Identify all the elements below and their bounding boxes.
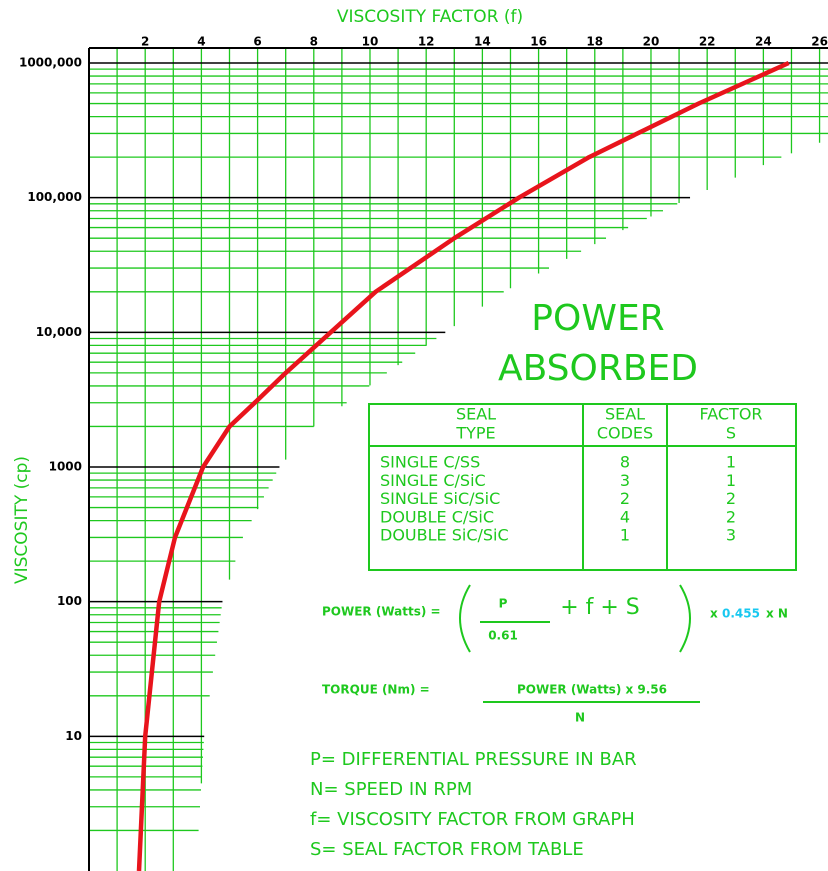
formula-den: 0.61	[488, 629, 518, 643]
x-tick-label: 20	[643, 35, 660, 49]
curve-layer	[136, 60, 790, 871]
torque-num: POWER (Watts) x 9.56	[517, 683, 667, 697]
table-cell: 2	[726, 507, 736, 526]
y-tick-label: 100,000	[27, 190, 82, 204]
y-tick-label: 1000,000	[19, 56, 82, 70]
x-axis-title: VISCOSITY FACTOR (f)	[337, 7, 523, 27]
curve	[136, 60, 790, 871]
table-header: TYPE	[455, 424, 495, 443]
formula-constant: 0.455	[722, 607, 760, 621]
table-cell: 4	[620, 507, 630, 526]
y-tick-label: 100	[57, 594, 82, 608]
y-axis-title: VISCOSITY (cp)	[12, 456, 32, 584]
note: S= SEAL FACTOR FROM TABLE	[310, 839, 584, 860]
formula-times: x N	[766, 607, 788, 621]
torque-den: N	[575, 711, 585, 725]
table-header: SEAL	[456, 405, 496, 424]
x-tick-label: 22	[699, 35, 716, 49]
table-header: CODES	[597, 424, 653, 443]
table-header: SEAL	[605, 405, 645, 424]
heading: ABSORBED	[498, 348, 698, 389]
formula-lines	[459, 584, 700, 703]
x-tick-label: 8	[310, 35, 318, 49]
x-tick-label: 16	[530, 35, 547, 49]
table-cell: 1	[726, 453, 736, 472]
x-tick-label: 10	[362, 35, 379, 49]
x-tick-label: 6	[253, 35, 261, 49]
x-tick-label: 2	[141, 35, 149, 49]
formula-lhs: POWER (Watts) =	[322, 605, 441, 619]
y-tick-label: 10,000	[36, 325, 82, 339]
table-cell: SINGLE SiC/SiC	[380, 489, 500, 508]
table-cell: DOUBLE C/SiC	[380, 507, 494, 526]
table-cell: DOUBLE SiC/SiC	[380, 526, 509, 545]
table-header: S	[726, 424, 736, 443]
torque-lhs: TORQUE (Nm) =	[322, 683, 430, 697]
x-tick-label: 18	[586, 35, 603, 49]
table-cell: SINGLE C/SS	[380, 453, 480, 472]
formula-num: P	[499, 597, 508, 611]
y-tick-label: 10	[65, 729, 82, 743]
heading: POWER	[531, 298, 664, 339]
table-cell: 3	[726, 526, 736, 545]
table-cell: 1	[726, 471, 736, 490]
x-tick-label: 26	[811, 35, 828, 49]
panel: POWER ABSORBED SEALTYPESEALCODESFACTORSS…	[310, 298, 797, 860]
formula-mid: + f + S	[560, 595, 640, 620]
table-cell: SINGLE C/SiC	[380, 471, 486, 490]
table-frame	[368, 403, 797, 571]
table-cell: 3	[620, 471, 630, 490]
y-tick-label: 1000	[49, 460, 82, 474]
x-tick-label: 14	[474, 35, 491, 49]
x-tick-label: 12	[418, 35, 435, 49]
x-tick-label: 4	[197, 35, 205, 49]
note: N= SPEED IN RPM	[310, 779, 472, 800]
formula-times: x	[710, 607, 718, 621]
table-cell: 2	[620, 489, 630, 508]
table-cell: 1	[620, 526, 630, 545]
table-cell: 2	[726, 489, 736, 508]
table-cell: 8	[620, 453, 630, 472]
note: P= DIFFERENTIAL PRESSURE IN BAR	[310, 749, 637, 770]
x-tick-label: 24	[755, 35, 772, 49]
note: f= VISCOSITY FACTOR FROM GRAPH	[310, 809, 635, 830]
table-header: FACTOR	[699, 405, 762, 424]
